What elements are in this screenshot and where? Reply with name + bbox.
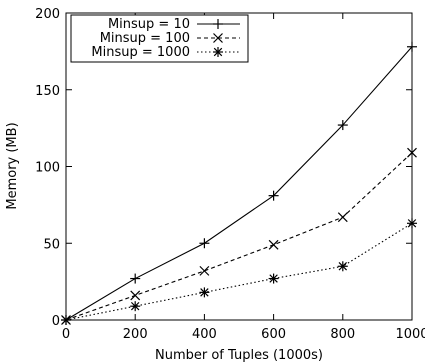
data-point-minsup-100 (337, 212, 348, 223)
series-line-minsup-100 (65, 152, 413, 321)
legend-marker-minsup-10 (213, 19, 223, 29)
y-tick-label: 200 (35, 7, 60, 22)
data-point-minsup-100 (199, 265, 210, 276)
y-tick-label: 100 (35, 161, 60, 176)
legend-marker-minsup-100 (213, 33, 223, 43)
data-point-minsup-10 (268, 190, 279, 201)
series-line-minsup-10 (65, 46, 413, 321)
series-minsup-1000 (61, 218, 417, 325)
legend-label-minsup-10: Minsup = 10 (108, 17, 190, 32)
series-layer (61, 41, 417, 325)
x-tick-label: 200 (123, 327, 148, 342)
x-tick-label: 0 (62, 327, 70, 342)
legend-label-minsup-100: Minsup = 100 (100, 31, 190, 46)
data-point-minsup-1000 (268, 273, 279, 284)
data-point-minsup-100 (268, 239, 279, 250)
data-point-minsup-10 (130, 273, 141, 284)
series-minsup-10 (61, 41, 417, 325)
y-tick-label: 0 (52, 314, 60, 329)
y-tick-label: 50 (43, 237, 60, 252)
data-point-minsup-1000 (337, 261, 348, 272)
data-point-minsup-1000 (199, 287, 210, 298)
x-tick-label: 800 (330, 327, 355, 342)
series-minsup-100 (61, 147, 417, 325)
legend-samples (197, 19, 240, 57)
legend: Minsup = 10 Minsup = 100 Minsup = 1000 (70, 14, 249, 63)
y-tick-label: 150 (35, 84, 60, 99)
x-axis-ticks: 0 200 400 600 800 1000 (62, 13, 425, 342)
x-axis-title: Number of Tuples (1000s) (155, 348, 323, 363)
x-tick-label: 1000 (395, 327, 425, 342)
data-point-minsup-10 (407, 41, 417, 52)
x-tick-label: 400 (192, 327, 217, 342)
data-point-minsup-10 (337, 120, 348, 131)
legend-label-minsup-1000: Minsup = 1000 (91, 45, 190, 60)
y-axis-title: Memory (MB) (5, 122, 20, 209)
data-point-minsup-10 (199, 238, 210, 249)
data-point-minsup-100 (407, 147, 417, 158)
legend-marker-minsup-1000 (213, 47, 223, 57)
data-point-minsup-100 (130, 290, 141, 301)
data-point-minsup-1000 (407, 218, 417, 229)
data-point-minsup-1000 (130, 301, 141, 312)
series-line-minsup-1000 (65, 222, 413, 321)
x-tick-label: 600 (261, 327, 286, 342)
data-point-minsup-1000 (61, 315, 71, 325)
